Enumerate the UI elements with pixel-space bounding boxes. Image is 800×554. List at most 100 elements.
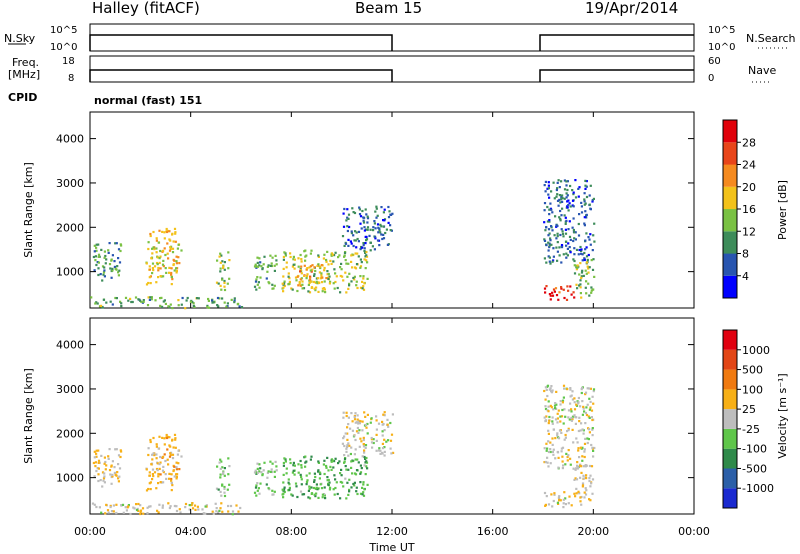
data-cell	[179, 511, 182, 514]
data-cell	[317, 255, 320, 258]
data-cell	[323, 280, 326, 283]
data-cell	[256, 489, 259, 492]
data-cell	[589, 499, 592, 502]
data-cell	[548, 220, 551, 223]
data-cell	[174, 231, 177, 234]
data-cell	[102, 298, 105, 301]
data-cell	[584, 391, 588, 394]
data-cell	[109, 300, 112, 303]
data-cell	[282, 496, 285, 499]
data-cell	[366, 413, 369, 416]
data-cell	[346, 438, 349, 441]
data-cell	[283, 488, 286, 491]
data-cell	[177, 256, 180, 259]
data-cell	[256, 261, 259, 264]
data-cell	[591, 446, 594, 449]
data-cell	[580, 205, 583, 208]
data-cell	[561, 194, 564, 197]
data-cell	[162, 249, 165, 252]
data-cell	[572, 291, 575, 294]
data-cell	[366, 217, 370, 220]
data-cell	[103, 275, 106, 278]
data-cell	[321, 276, 324, 279]
data-cell	[592, 197, 595, 200]
data-cell	[218, 509, 221, 512]
data-cell	[157, 276, 160, 279]
data-cell	[387, 205, 390, 209]
data-cell	[297, 471, 300, 474]
data-cell	[364, 415, 367, 418]
data-cell	[564, 436, 567, 439]
data-cell	[93, 269, 96, 272]
data-cell	[291, 265, 294, 268]
y-tick-label: 2000	[56, 427, 84, 440]
data-cell	[310, 492, 313, 495]
data-cell	[156, 462, 159, 465]
data-cell	[293, 267, 296, 270]
data-cell	[584, 393, 587, 396]
data-cell	[343, 244, 346, 247]
data-cell	[111, 267, 114, 270]
data-cell	[554, 457, 557, 460]
data-cell	[228, 483, 231, 486]
data-cell	[378, 244, 381, 247]
data-cell	[550, 406, 553, 409]
data-cell	[223, 285, 226, 288]
data-cell	[563, 438, 566, 441]
data-cell	[556, 259, 559, 262]
data-cell	[304, 259, 307, 262]
data-cell	[166, 448, 169, 451]
data-cell	[573, 296, 576, 299]
data-cell	[347, 217, 350, 220]
data-cell	[154, 299, 157, 302]
data-cell	[171, 278, 174, 281]
x-tick-label: 00:00	[74, 525, 106, 538]
data-cell	[163, 237, 166, 240]
data-cell	[325, 258, 328, 262]
data-cell	[556, 250, 559, 253]
data-cell	[228, 465, 231, 468]
data-cell	[159, 304, 162, 307]
data-cell	[115, 268, 118, 271]
velocity-plot	[91, 384, 596, 516]
data-cell	[271, 489, 274, 492]
data-cell	[561, 401, 564, 404]
data-cell	[583, 491, 586, 494]
data-cell	[348, 272, 351, 275]
data-cell	[584, 437, 587, 440]
data-cell	[215, 281, 219, 284]
data-cell	[282, 492, 285, 495]
data-cell	[372, 438, 375, 441]
data-cell	[383, 438, 386, 441]
data-cell	[304, 255, 307, 258]
data-cell	[300, 258, 303, 261]
data-cell	[192, 304, 195, 307]
data-cell	[566, 455, 569, 459]
data-cell	[342, 225, 346, 228]
data-cell	[583, 455, 586, 459]
data-cell	[546, 447, 549, 450]
data-cell	[361, 209, 364, 213]
data-cell	[321, 493, 324, 496]
data-cell	[256, 283, 259, 286]
data-cell	[147, 281, 150, 285]
data-cell	[117, 274, 120, 277]
data-cell	[147, 487, 150, 491]
data-cell	[583, 450, 586, 453]
data-cell	[334, 251, 337, 254]
data-cell	[171, 457, 175, 460]
data-cell	[294, 276, 298, 279]
data-cell	[585, 272, 588, 275]
data-cell	[359, 266, 362, 269]
data-cell	[97, 267, 100, 270]
data-cell	[323, 472, 326, 476]
data-cell	[127, 505, 130, 508]
data-cell	[376, 223, 380, 226]
data-cell	[173, 475, 176, 478]
data-cell	[588, 416, 591, 419]
data-cell	[318, 281, 321, 285]
data-cell	[132, 506, 135, 509]
data-cell	[314, 269, 317, 273]
data-cell	[316, 282, 319, 285]
data-cell	[271, 462, 274, 465]
